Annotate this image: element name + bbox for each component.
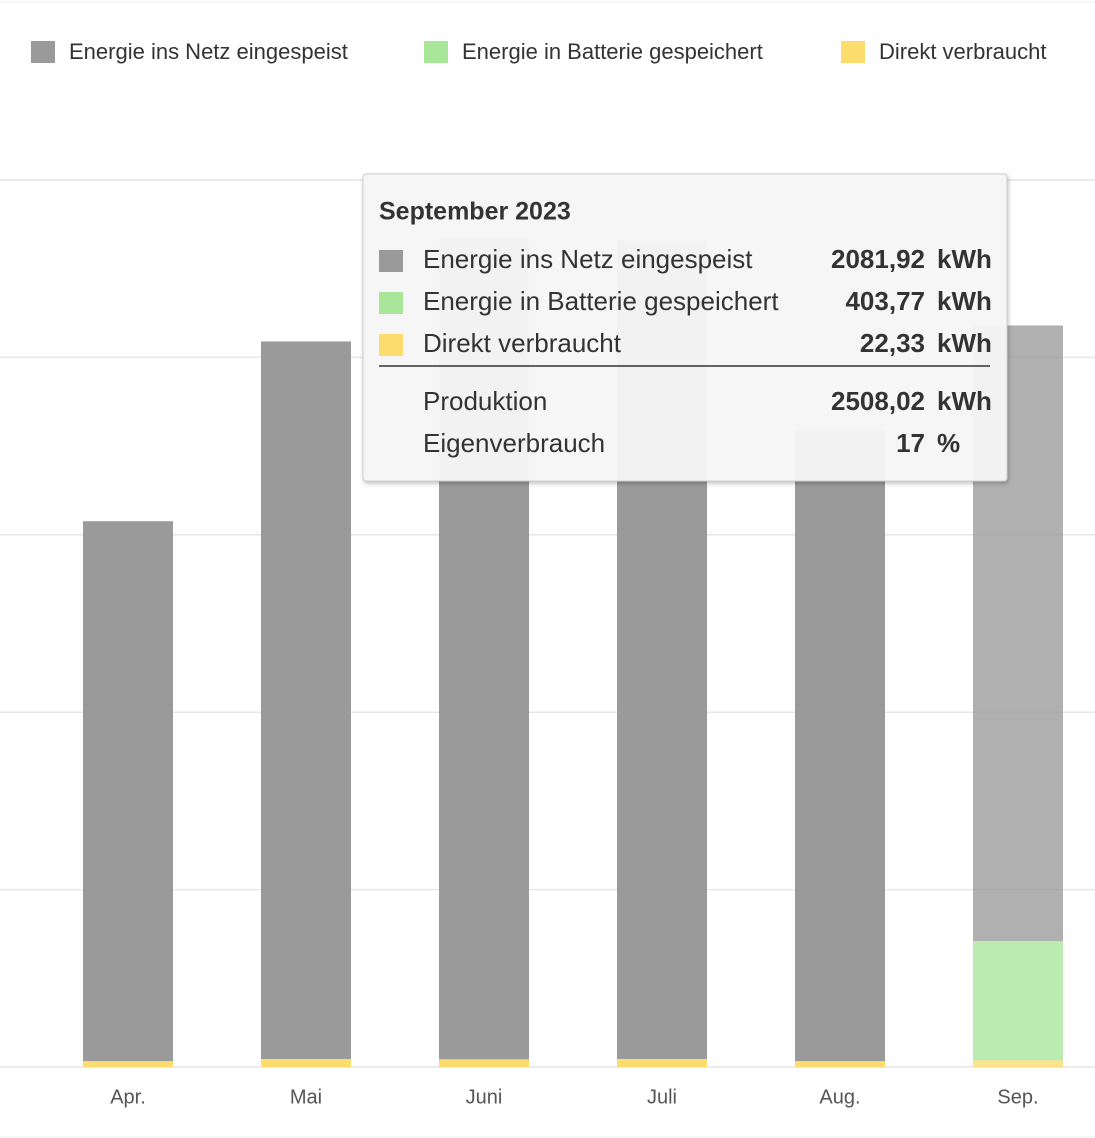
x-tick-label: Juni (466, 1086, 503, 1108)
tooltip-swatch (379, 250, 403, 272)
tooltip-value: 2508,02 (831, 386, 925, 416)
tooltip-unit: kWh (937, 386, 992, 416)
tooltip-name: Energie in Batterie gespeichert (423, 286, 779, 316)
bar-segment (439, 1059, 529, 1067)
legend-label: Direkt verbraucht (879, 39, 1047, 64)
tooltip-name: Direkt verbraucht (423, 328, 622, 358)
tooltip-name: Energie ins Netz eingespeist (423, 244, 753, 274)
tooltip-value: 22,33 (860, 328, 925, 358)
tooltip-swatch (379, 292, 403, 314)
x-tick-label: Juli (647, 1086, 677, 1108)
x-tick-label: Mai (290, 1086, 322, 1108)
tooltip-swatch (379, 334, 403, 356)
tooltip-unit: kWh (937, 244, 992, 274)
bar-segment (83, 521, 173, 1062)
tooltip-value: 17 (896, 428, 925, 458)
bar-segment (83, 1061, 173, 1067)
x-tick-label: Apr. (110, 1086, 146, 1108)
legend-swatch (424, 41, 448, 63)
tooltip-unit: kWh (937, 286, 992, 316)
x-tick-label: Aug. (819, 1086, 860, 1108)
bar-segment (261, 341, 351, 1060)
tooltip-name: Produktion (423, 386, 547, 416)
tooltip-unit: kWh (937, 328, 992, 358)
bar-segment (617, 1059, 707, 1067)
tooltip-name: Eigenverbrauch (423, 428, 605, 458)
x-tick-label: Sep. (997, 1086, 1038, 1108)
legend-swatch (31, 41, 55, 63)
tooltip-value: 2081,92 (831, 244, 925, 274)
tooltip-title: September 2023 (379, 198, 571, 226)
bar-segment (795, 430, 885, 1062)
tooltip-value: 403,77 (845, 286, 925, 316)
bar-segment (973, 1060, 1063, 1067)
legend-swatch (841, 41, 865, 63)
tooltip-box (362, 173, 1008, 482)
tooltip-unit: % (937, 428, 960, 458)
legend-label: Energie ins Netz eingespeist (69, 39, 348, 64)
bar-segment (261, 1059, 351, 1067)
bar-segment (973, 941, 1063, 1061)
legend-label: Energie in Batterie gespeichert (462, 39, 763, 64)
bar-segment (795, 1061, 885, 1067)
